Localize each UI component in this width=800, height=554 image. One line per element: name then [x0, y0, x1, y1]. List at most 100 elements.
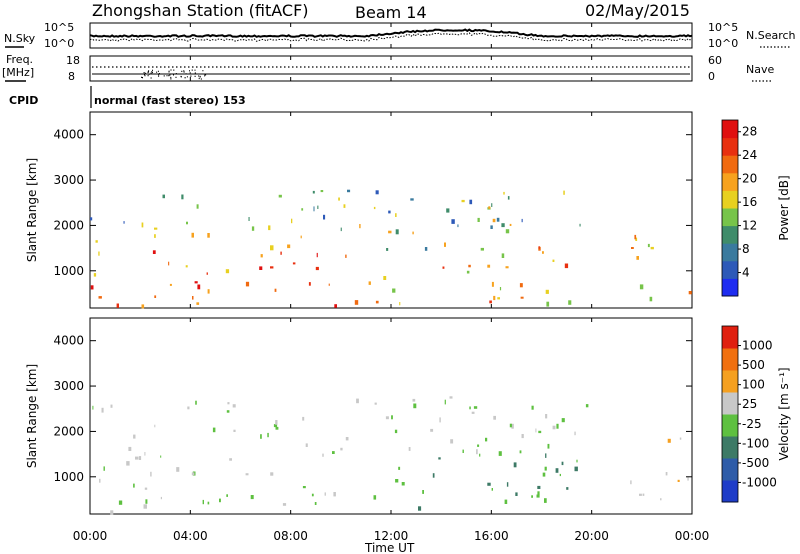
- data-cell: [504, 499, 508, 504]
- y-tick-label: 3000: [53, 379, 84, 393]
- x-tick-label: 00:00: [73, 529, 108, 543]
- data-cell: [631, 247, 634, 249]
- noise-search-line: [89, 32, 693, 42]
- data-cell: [110, 510, 114, 515]
- data-cell: [273, 424, 278, 428]
- data-cell: [187, 406, 190, 410]
- data-cell: [630, 480, 632, 485]
- velocity-panel-frame: [89, 317, 693, 515]
- data-cell: [635, 237, 638, 241]
- data-cell: [424, 247, 428, 251]
- data-cell: [579, 223, 581, 227]
- data-cell: [394, 429, 398, 434]
- data-cell: [395, 479, 399, 483]
- data-cell: [499, 287, 502, 291]
- data-cell: [513, 462, 517, 468]
- data-cell: [564, 263, 569, 269]
- data-cell: [291, 218, 293, 224]
- data-cell: [185, 265, 188, 268]
- colorbar-label: Power [dB]: [777, 175, 791, 240]
- data-cell: [444, 242, 446, 247]
- data-cell: [552, 259, 555, 262]
- x-tick-label: 20:00: [574, 529, 609, 543]
- data-cell: [457, 224, 459, 228]
- data-cell: [561, 418, 565, 423]
- data-cell: [150, 471, 152, 477]
- x-tick-label: 08:00: [273, 529, 308, 543]
- data-cell: [292, 262, 296, 265]
- colorbar-swatch: [722, 348, 738, 371]
- nsearch-tick-top: 10^5: [708, 21, 738, 34]
- data-cell: [511, 423, 514, 429]
- data-cell: [563, 190, 565, 195]
- nave-tick-bottom: 0: [708, 70, 715, 83]
- data-cell: [385, 416, 389, 420]
- data-cell: [566, 487, 569, 490]
- data-cell: [561, 461, 564, 466]
- colorbar-swatch: [722, 458, 738, 481]
- y-tick-label: 1000: [53, 264, 84, 278]
- data-cell: [320, 190, 324, 193]
- colorbar-tick-label: -500: [742, 456, 769, 470]
- data-cell: [450, 439, 454, 444]
- colorbar-swatch: [722, 370, 738, 393]
- data-cell: [410, 198, 414, 201]
- data-cell: [356, 398, 359, 404]
- data-cell: [232, 404, 236, 408]
- data-cell: [538, 430, 542, 434]
- data-cell: [103, 466, 105, 471]
- x-tick-label: 12:00: [374, 529, 409, 543]
- data-cell: [333, 492, 336, 497]
- data-cell: [110, 404, 113, 408]
- data-cell: [375, 190, 379, 195]
- nsearch-tick-bottom: 10^0: [708, 37, 738, 50]
- data-cell: [324, 492, 326, 496]
- data-cell: [473, 406, 478, 409]
- colorbar-swatch: [722, 155, 738, 174]
- data-cell: [194, 281, 198, 284]
- data-cell: [368, 281, 371, 285]
- data-cell: [123, 221, 125, 224]
- data-cell: [660, 498, 662, 501]
- data-cell: [270, 245, 274, 251]
- colorbar-tick-label: 24: [742, 148, 757, 162]
- data-cell: [667, 438, 671, 443]
- data-cell: [489, 300, 492, 304]
- data-cell: [373, 495, 377, 500]
- colorbar-frame: [721, 325, 739, 503]
- data-cell: [451, 219, 455, 224]
- colorbar-tick-label: 500: [742, 358, 765, 372]
- data-cell: [479, 453, 481, 457]
- data-cell: [574, 431, 576, 436]
- data-cell: [268, 225, 271, 231]
- data-cell: [322, 453, 324, 457]
- data-cell: [401, 482, 405, 486]
- data-cell: [192, 296, 194, 300]
- data-cell: [388, 230, 392, 234]
- station-title: Zhongshan Station (fitACF): [92, 1, 309, 20]
- colorbar-swatch: [722, 172, 738, 191]
- colorbar-tick-label: 12: [742, 219, 757, 233]
- colorbar-swatch: [722, 392, 738, 415]
- colorbar-tick-label: -1000: [742, 475, 777, 489]
- data-cell: [354, 300, 359, 305]
- x-tick-label: 00:00: [675, 529, 710, 543]
- data-cell: [93, 273, 97, 277]
- y-tick-label: 1000: [53, 470, 84, 484]
- data-cell: [531, 495, 533, 498]
- data-cell: [576, 459, 578, 463]
- data-cell: [332, 451, 335, 454]
- data-cell: [585, 404, 589, 408]
- data-cell: [302, 416, 305, 421]
- data-cell: [226, 410, 230, 413]
- data-cell: [154, 227, 158, 230]
- colorbar-frame: [721, 119, 739, 297]
- data-cell: [391, 415, 393, 420]
- data-cell: [432, 473, 435, 478]
- data-cell: [493, 295, 496, 301]
- colorbar-swatch: [722, 436, 738, 459]
- freq-label-line1: Freq.: [6, 53, 33, 66]
- data-cell: [251, 226, 255, 231]
- data-cell: [317, 205, 319, 209]
